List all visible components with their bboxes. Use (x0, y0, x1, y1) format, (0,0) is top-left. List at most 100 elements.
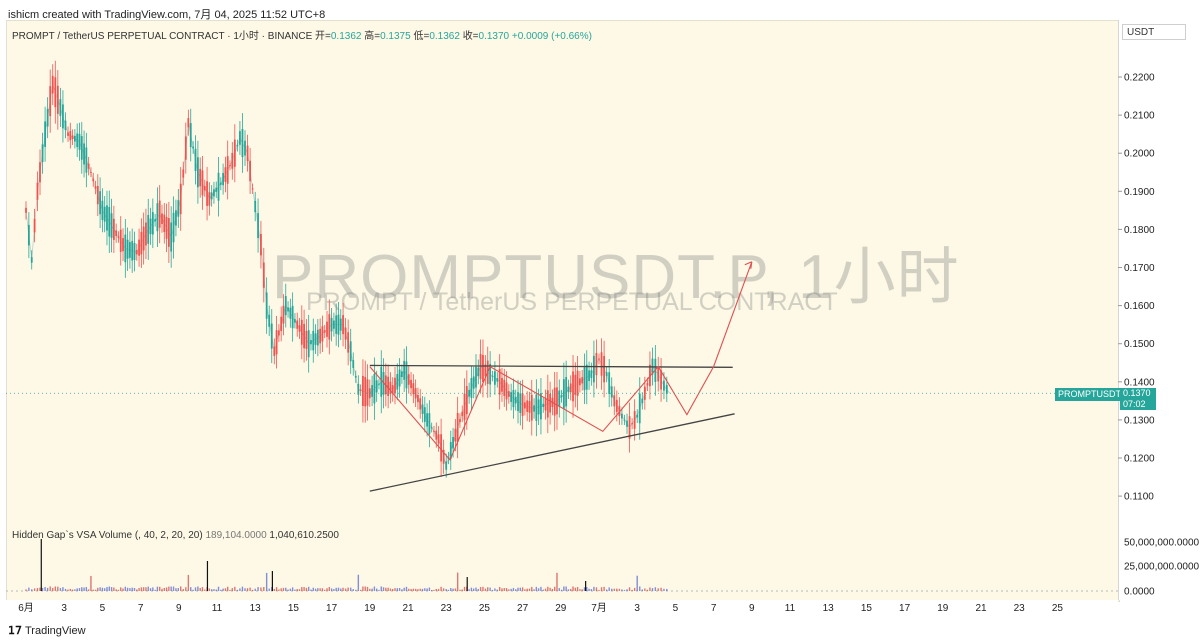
price-axis[interactable] (1118, 20, 1195, 600)
candle-body (49, 86, 52, 117)
candle-body (544, 398, 547, 411)
candle-body (437, 434, 440, 444)
candle-body (389, 381, 392, 395)
volume-bar (501, 588, 503, 591)
price-tick-label: 0.2000 (1124, 149, 1155, 160)
volume-bar (289, 588, 292, 591)
candle-body (33, 218, 36, 233)
candle-body (456, 412, 459, 443)
volume-bar (535, 586, 538, 591)
candle-body (78, 133, 81, 150)
candle-body (613, 395, 616, 407)
candle-body (359, 389, 362, 391)
time-tick-label: 5 (673, 603, 679, 614)
candle-body (62, 104, 64, 129)
volume-bar (515, 589, 517, 591)
candle-body (241, 128, 244, 158)
price-tick-label: 0.1700 (1124, 263, 1155, 274)
volume-bar (90, 575, 92, 591)
candle-body (298, 325, 301, 332)
currency-selector[interactable]: USDT (1122, 24, 1186, 40)
volume-bar (303, 587, 305, 591)
volume-bar (405, 586, 408, 591)
candle-body (244, 140, 246, 156)
candle-body (332, 320, 335, 329)
price-tick-label: 0.1200 (1124, 454, 1155, 465)
candle-body (260, 233, 262, 256)
volume-bar (224, 588, 227, 591)
volume-bar (412, 588, 415, 591)
volume-bar (312, 587, 314, 591)
volume-bar (347, 587, 349, 591)
volume-bar (201, 587, 204, 591)
candle-body (347, 332, 350, 353)
candle-body (501, 377, 503, 392)
time-tick-label: 5 (100, 603, 106, 614)
candle-body (608, 372, 611, 394)
volume-bar (298, 589, 301, 591)
volume-bar (231, 588, 233, 591)
volume-bar (508, 589, 510, 591)
candle-body (265, 292, 268, 319)
candle-body (270, 323, 273, 349)
candle-body (246, 145, 249, 161)
candle-body (590, 370, 593, 379)
candle-body (562, 379, 565, 409)
volume-bar (217, 586, 220, 591)
volume-bar (380, 586, 382, 591)
candle-body (94, 186, 97, 189)
volume-bar (626, 589, 628, 591)
chart-credit: ishicm created with TradingView.com, 7月 … (8, 9, 326, 21)
candle-body (583, 367, 586, 391)
volume-bar (81, 587, 83, 591)
volume-bar (57, 586, 59, 591)
candle-body (126, 239, 129, 259)
price-tick-label: 0.1800 (1124, 225, 1155, 236)
candle-body (87, 163, 90, 169)
volume-bar (437, 588, 440, 591)
candle-body (36, 182, 39, 200)
volume-bar (558, 588, 560, 591)
candle-body (217, 172, 220, 201)
volume-bar (110, 587, 113, 591)
candle-body (119, 229, 122, 253)
price-tick-label: 0.1900 (1124, 187, 1155, 198)
volume-bar (366, 586, 369, 591)
candle-body (275, 330, 278, 355)
volume-axis-label: 50,000,000.0000 (1124, 538, 1200, 549)
candle-body (366, 379, 369, 406)
candle-body (197, 157, 199, 188)
candle-body (530, 394, 533, 421)
volume-bar (244, 588, 246, 591)
footer-brand[interactable]: 𝟣𝟩 TradingView (8, 624, 86, 637)
bar-countdown: 07:02 (1123, 399, 1146, 409)
volume-bar (138, 588, 140, 591)
time-axis[interactable] (6, 600, 1118, 618)
candle-body (387, 376, 390, 397)
volume-bar (666, 588, 668, 591)
candle-body (133, 243, 136, 260)
volume-bar (324, 589, 326, 591)
volume-bar (459, 589, 461, 591)
volume-bar (394, 588, 396, 591)
time-tick-label: 9 (749, 603, 755, 614)
candle-body (526, 400, 529, 412)
volume-bar (94, 589, 97, 591)
candle-body (294, 319, 296, 323)
candle-body (579, 378, 581, 386)
volume-bar (291, 587, 294, 591)
candle-body (505, 382, 508, 400)
volume-bar (498, 586, 501, 591)
legend-low: 0.1362 (429, 31, 460, 42)
volume-bar (392, 588, 394, 591)
volume-bar (528, 588, 531, 591)
candle-body (463, 393, 466, 421)
candle-body (519, 393, 522, 413)
volume-bar (445, 589, 447, 591)
volume-bar (414, 588, 417, 591)
candle-body (368, 388, 371, 399)
volume-bar (44, 586, 46, 591)
volume-bar (651, 588, 654, 591)
candle-body (581, 377, 584, 384)
volume-bar (52, 587, 54, 591)
